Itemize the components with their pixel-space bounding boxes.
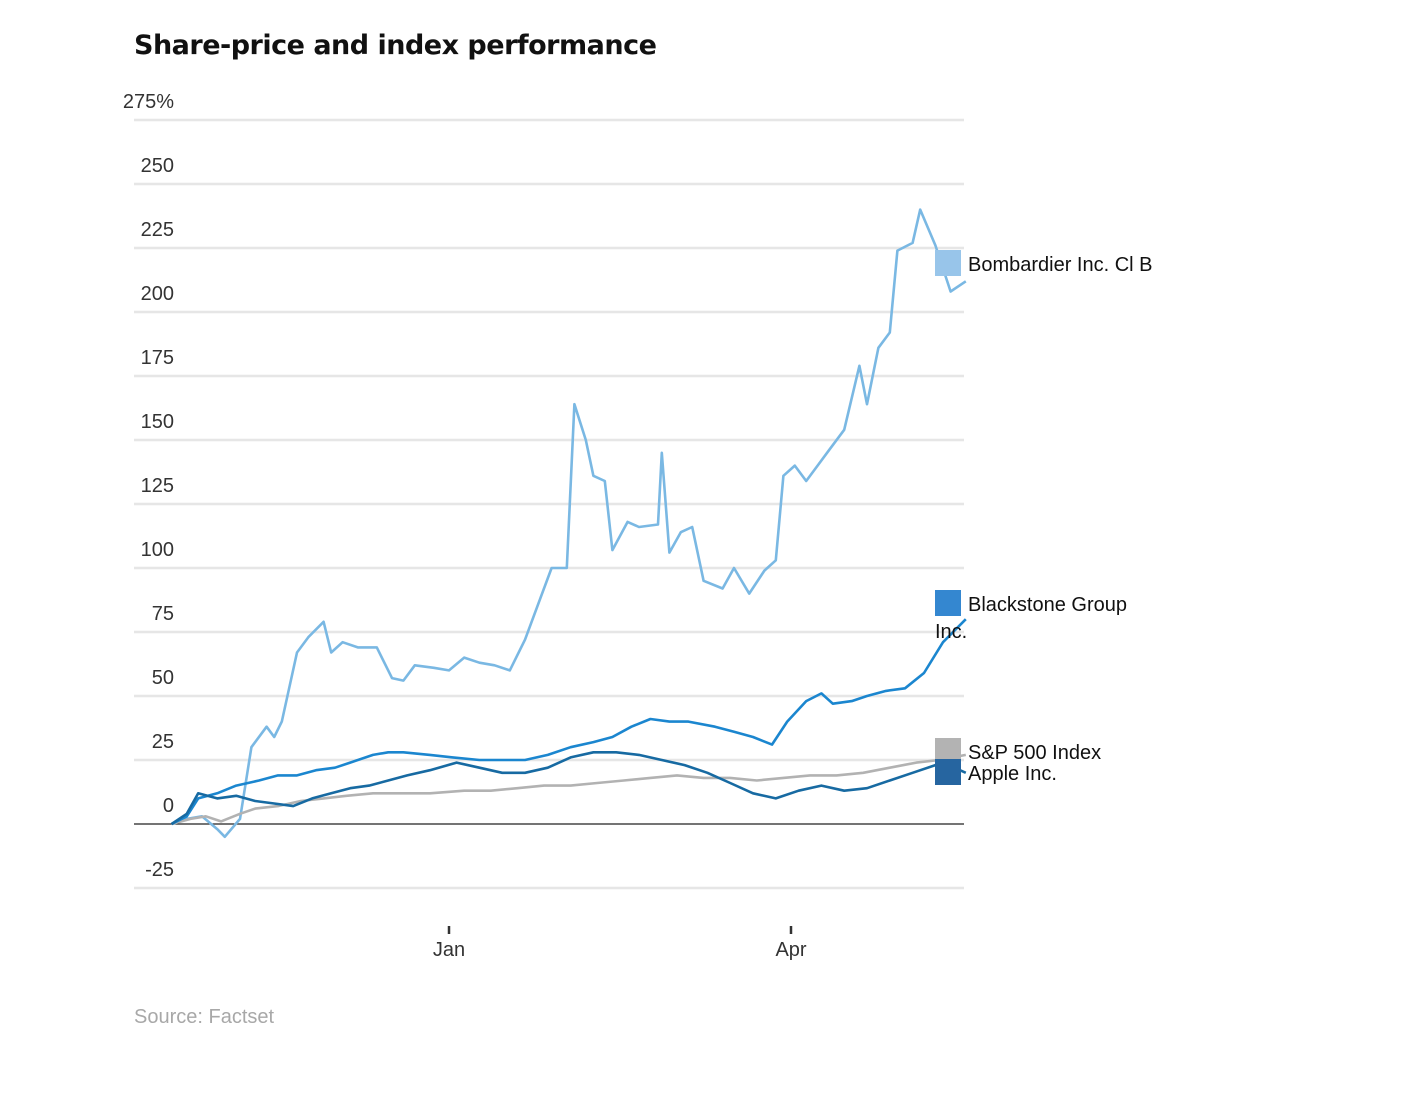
x-axis-tick-labels: Jan Apr [433,926,807,961]
y-tick-label: 50 [152,667,174,689]
x-tick-label: Jan [433,939,465,961]
chart-title: Share-price and index performance [134,30,657,61]
legend-label: S&P 500 Index [968,742,1101,764]
y-tick-label: -25 [145,859,174,881]
y-tick-label: 75 [152,603,174,625]
x-tick-label: Apr [775,939,806,961]
y-tick-label: 175 [141,347,174,369]
legend-swatch [935,590,961,616]
y-tick-label: 250 [141,155,174,177]
series-line-blackstone-group-inc- [171,618,967,826]
legend-label: Blackstone Group [968,594,1127,616]
gridlines [134,118,964,890]
series-line-bombardier-inc-cl-b [171,208,967,839]
legend-swatch [935,250,961,276]
series-line-apple-inc- [170,751,967,826]
legend-swatch [935,759,961,785]
y-tick-label: 225 [141,219,174,241]
y-tick-label: 0 [163,795,174,817]
source-note: Source: Factset [134,1006,275,1028]
legend-label: Bombardier Inc. Cl B [968,254,1153,276]
y-tick-label: 100 [141,539,174,561]
series-lines [170,208,967,839]
series-line-s-p-500-index [171,753,967,826]
y-axis-tick-labels: -25 0 25 50 75 100 125 150 175 200 225 250 275% [123,91,174,881]
y-tick-label: 25 [152,731,174,753]
legend-label: Inc. [935,621,967,643]
legend-item: Apple Inc. [935,759,1057,785]
y-tick-label: 200 [141,283,174,305]
y-tick-label: 150 [141,411,174,433]
legend-label: Apple Inc. [968,763,1057,785]
legend: Bombardier Inc. Cl B Blackstone GroupInc.… [935,250,1153,785]
legend-item: Bombardier Inc. Cl B [935,250,1153,276]
y-tick-label: 275% [123,91,174,113]
y-tick-label: 125 [141,475,174,497]
